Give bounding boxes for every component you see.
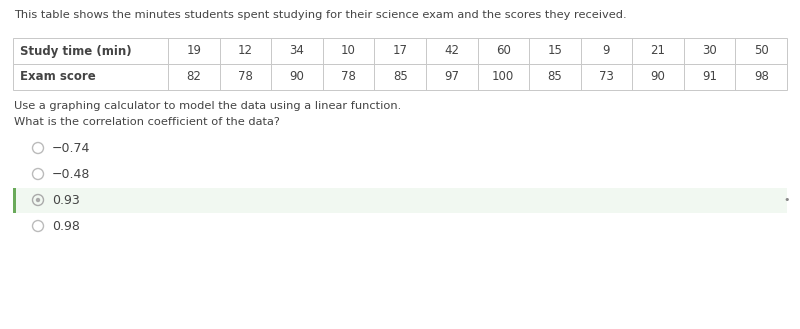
Text: What is the correlation coefficient of the data?: What is the correlation coefficient of t… [14,117,280,127]
Text: 78: 78 [238,70,253,84]
Text: −0.74: −0.74 [52,141,90,155]
Text: 78: 78 [341,70,356,84]
Text: 73: 73 [599,70,614,84]
Text: 100: 100 [492,70,514,84]
Text: 0.93: 0.93 [52,193,80,207]
Text: 34: 34 [290,44,304,58]
Text: 17: 17 [393,44,408,58]
Text: 12: 12 [238,44,253,58]
Text: 90: 90 [650,70,666,84]
Text: −0.48: −0.48 [52,167,90,181]
Text: •: • [783,195,790,205]
Text: 97: 97 [444,70,459,84]
Text: Use a graphing calculator to model the data using a linear function.: Use a graphing calculator to model the d… [14,101,402,111]
Bar [13,188,787,213]
Bar [13,64,787,90]
Text: 85: 85 [547,70,562,84]
Text: 15: 15 [547,44,562,58]
Text: 42: 42 [444,44,459,58]
Text: 0.98: 0.98 [52,219,80,233]
Text: 90: 90 [290,70,304,84]
Text: 50: 50 [754,44,769,58]
Text: 9: 9 [602,44,610,58]
Text: 82: 82 [186,70,202,84]
Bar [13,38,787,64]
Text: 19: 19 [186,44,202,58]
Text: 21: 21 [650,44,666,58]
Text: 85: 85 [393,70,407,84]
Text: Study time (min): Study time (min) [20,44,132,58]
Bar [13,188,16,213]
Text: 10: 10 [341,44,356,58]
Text: 91: 91 [702,70,717,84]
Circle shape [36,198,40,202]
Text: 30: 30 [702,44,717,58]
Text: Exam score: Exam score [20,70,96,84]
Text: 60: 60 [496,44,510,58]
Text: 98: 98 [754,70,769,84]
Text: This table shows the minutes students spent studying for their science exam and : This table shows the minutes students sp… [14,10,626,20]
